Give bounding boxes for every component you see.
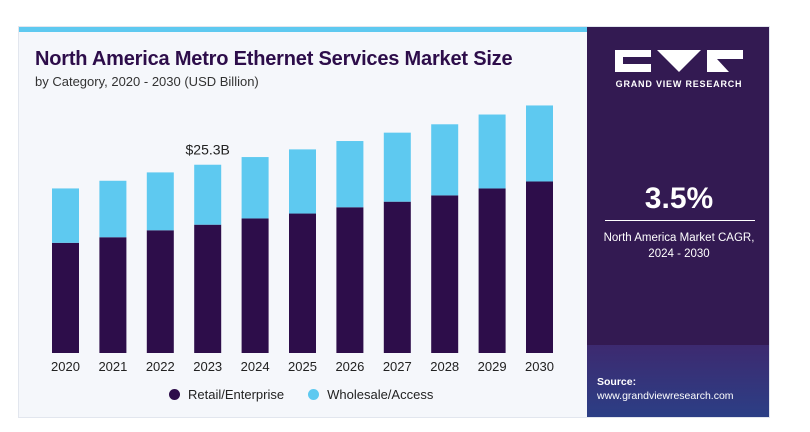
legend: Retail/Enterprise Wholesale/Access xyxy=(169,387,433,402)
bar-retail-2030 xyxy=(526,181,553,353)
cagr-label-line2: 2024 - 2030 xyxy=(648,248,710,260)
source-url[interactable]: www.grandviewresearch.com xyxy=(597,390,734,402)
chart-title: North America Metro Ethernet Services Ma… xyxy=(35,48,513,70)
brand-name: GRAND VIEW RESEARCH xyxy=(615,79,743,89)
x-tick-label-2021: 2021 xyxy=(98,359,127,374)
bar-wholesale-2023 xyxy=(194,164,222,225)
legend-label-retail: Retail/Enterprise xyxy=(188,387,285,402)
sidebar-footer-band xyxy=(587,345,769,417)
cagr-label-line1: North America Market CAGR, xyxy=(603,232,755,244)
bar-retail-2022 xyxy=(146,230,174,353)
legend-label-wholesale: Wholesale/Access xyxy=(327,387,434,402)
bar-wholesale-2028 xyxy=(431,124,459,196)
annotation-label: $25.3B xyxy=(186,142,230,158)
bar-retail-2020 xyxy=(52,242,79,353)
bar-retail-2026 xyxy=(336,207,364,353)
bar-retail-2021 xyxy=(99,237,127,353)
x-tick-label-2024: 2024 xyxy=(241,359,270,374)
cagr-value: 3.5% xyxy=(644,182,714,215)
x-tick-label-2022: 2022 xyxy=(146,359,175,374)
source-note: Source: www.grandviewresearch.com xyxy=(597,375,734,403)
bar-wholesale-2025 xyxy=(289,149,316,214)
bar-retail-2029 xyxy=(478,188,506,353)
cagr-label: North America Market CAGR, 2024 - 2030 xyxy=(587,230,769,262)
logo-shapes xyxy=(615,50,743,72)
bar-wholesale-2021 xyxy=(99,180,127,238)
bar-retail-2028 xyxy=(431,195,459,353)
accent-strip xyxy=(19,27,587,32)
legend-swatch-retail xyxy=(169,389,180,400)
x-tick-label-2025: 2025 xyxy=(288,359,317,374)
bar-wholesale-2026 xyxy=(336,141,364,208)
bar-wholesale-2022 xyxy=(146,172,174,231)
chart-card: North America Metro Ethernet Services Ma… xyxy=(18,26,770,418)
bar-retail-2025 xyxy=(289,213,316,353)
bar-wholesale-2029 xyxy=(478,114,506,189)
bar-chart: 2020 2021 2022 2023 $25.3B 2024 2025 2026 2027 20… xyxy=(51,105,554,374)
brand-logo: GRAND VIEW RESEARCH xyxy=(611,49,747,89)
x-tick-label-2030: 2030 xyxy=(525,359,554,374)
x-tick-label-2027: 2027 xyxy=(383,359,412,374)
source-label: Source: xyxy=(597,376,637,388)
x-tick-label-2020: 2020 xyxy=(51,359,80,374)
bar-retail-2024 xyxy=(241,218,269,353)
bar-wholesale-2020 xyxy=(52,188,79,243)
bar-retail-2027 xyxy=(383,201,411,353)
logo-mark-icon xyxy=(611,49,747,73)
bar-wholesale-2024 xyxy=(241,157,269,219)
chart-subtitle: by Category, 2020 - 2030 (USD Billion) xyxy=(35,74,259,89)
x-tick-label-2023: 2023 xyxy=(193,359,222,374)
legend-item-retail: Retail/Enterprise xyxy=(169,387,284,402)
bar-wholesale-2030 xyxy=(526,105,553,182)
sidebar: GRAND VIEW RESEARCH 3.5% North America M… xyxy=(587,27,769,417)
bar-retail-2023 xyxy=(194,224,222,353)
bar-wholesale-2027 xyxy=(383,132,411,202)
legend-swatch-wholesale xyxy=(308,389,320,400)
x-tick-label-2029: 2029 xyxy=(478,359,507,374)
legend-item-wholesale: Wholesale/Access xyxy=(308,387,433,402)
x-tick-label-2026: 2026 xyxy=(335,359,364,374)
x-tick-label-2028: 2028 xyxy=(430,359,459,374)
cagr-divider xyxy=(605,220,755,221)
